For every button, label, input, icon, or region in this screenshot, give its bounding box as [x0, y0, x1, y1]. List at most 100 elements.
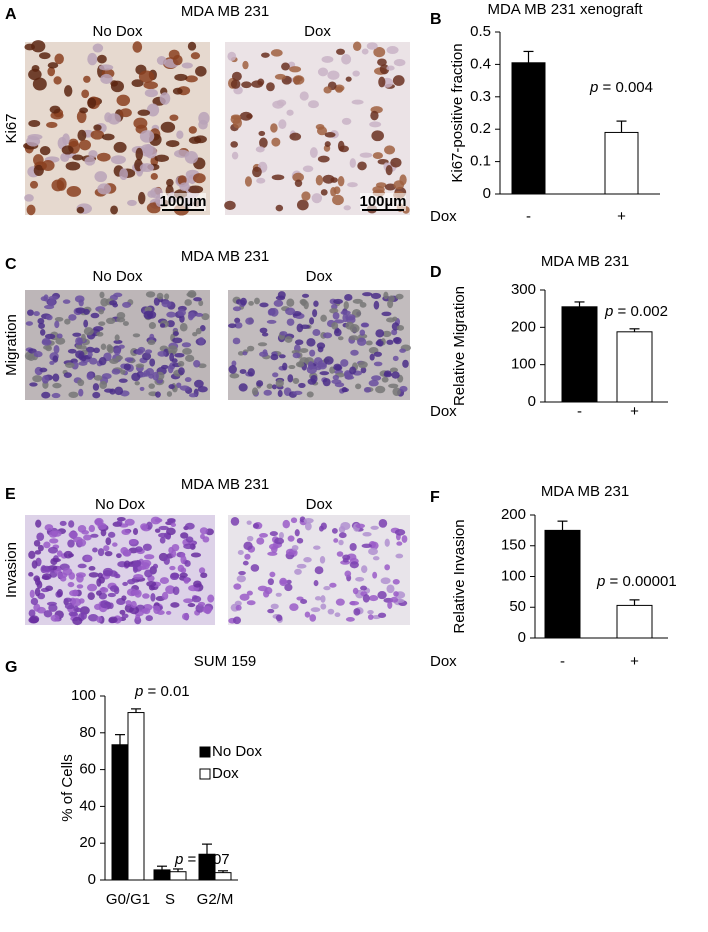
cell	[282, 519, 290, 529]
cell	[236, 575, 246, 583]
cell	[329, 582, 337, 588]
cell	[227, 51, 237, 61]
cell	[127, 578, 136, 585]
scale-bg	[360, 193, 406, 211]
row-label: Ki67	[3, 113, 20, 143]
cell	[375, 340, 384, 347]
cell	[55, 337, 66, 345]
cell	[166, 391, 173, 397]
cell	[113, 347, 121, 355]
cell	[304, 522, 312, 531]
cell	[124, 357, 134, 362]
cell	[68, 391, 79, 398]
cell	[294, 339, 304, 346]
cell	[177, 360, 185, 367]
cell	[269, 571, 276, 578]
cell	[52, 355, 59, 363]
cell	[341, 54, 352, 65]
cell	[87, 52, 98, 66]
cell	[320, 595, 326, 603]
cell	[392, 579, 400, 585]
cell	[367, 614, 374, 620]
cell	[237, 351, 245, 356]
cell	[116, 519, 123, 526]
cell	[79, 107, 89, 114]
cell	[168, 518, 176, 524]
cell	[185, 354, 195, 362]
cell	[40, 296, 48, 302]
cell	[142, 593, 150, 599]
cell	[121, 529, 131, 535]
cell	[337, 176, 345, 187]
cell	[320, 522, 327, 530]
cell	[110, 155, 126, 165]
cell	[98, 309, 105, 315]
cell	[63, 597, 72, 602]
cell	[49, 538, 59, 544]
cell	[271, 174, 285, 181]
cell	[390, 157, 402, 168]
cell	[314, 596, 322, 601]
cell	[269, 307, 279, 317]
cell	[96, 152, 111, 162]
cell	[230, 517, 240, 526]
cell	[369, 353, 375, 361]
cell	[148, 373, 155, 379]
cell	[386, 65, 395, 71]
cell	[197, 386, 208, 393]
cell	[169, 352, 175, 362]
cell	[113, 292, 123, 298]
cell	[166, 320, 175, 328]
cell	[135, 614, 141, 621]
cell	[401, 535, 408, 543]
cell	[187, 290, 197, 298]
image-label: No Dox	[92, 268, 143, 285]
cell	[314, 357, 323, 365]
cell	[198, 337, 205, 346]
cell	[109, 300, 118, 306]
cell	[62, 299, 71, 304]
cell	[123, 560, 131, 568]
cell	[88, 150, 98, 158]
cell	[197, 601, 206, 607]
y-tick-label: 0.5	[470, 23, 491, 40]
cell	[93, 124, 102, 131]
cell	[231, 151, 239, 160]
cell	[360, 322, 370, 328]
cell	[168, 546, 174, 554]
cell	[275, 614, 283, 622]
cell	[86, 583, 98, 592]
cell	[307, 378, 317, 385]
cell	[238, 570, 246, 576]
cell	[187, 185, 204, 194]
cell	[72, 154, 84, 161]
image-label: No Dox	[95, 496, 146, 513]
cell	[122, 321, 129, 326]
cell	[69, 590, 79, 597]
row-label: Invasion	[3, 542, 20, 598]
cell	[231, 71, 242, 81]
cell	[292, 377, 300, 385]
cell	[224, 200, 236, 211]
cell	[392, 387, 401, 396]
cell	[307, 361, 314, 370]
cell	[131, 79, 144, 88]
cell	[77, 379, 85, 387]
cell	[101, 133, 115, 141]
cell	[68, 520, 75, 528]
cell	[109, 358, 119, 364]
cell	[237, 549, 244, 556]
cell	[286, 318, 295, 326]
p-text: = 0.00001	[605, 573, 676, 590]
cell	[344, 570, 352, 578]
cell	[77, 129, 87, 141]
cell	[108, 602, 114, 610]
cell	[370, 525, 379, 530]
y-tick-label: 80	[79, 724, 96, 741]
cell	[48, 604, 58, 612]
cell	[47, 546, 58, 554]
cell	[121, 613, 129, 619]
cell	[309, 349, 316, 357]
cell	[56, 589, 63, 598]
image-label: Dox	[304, 23, 331, 40]
